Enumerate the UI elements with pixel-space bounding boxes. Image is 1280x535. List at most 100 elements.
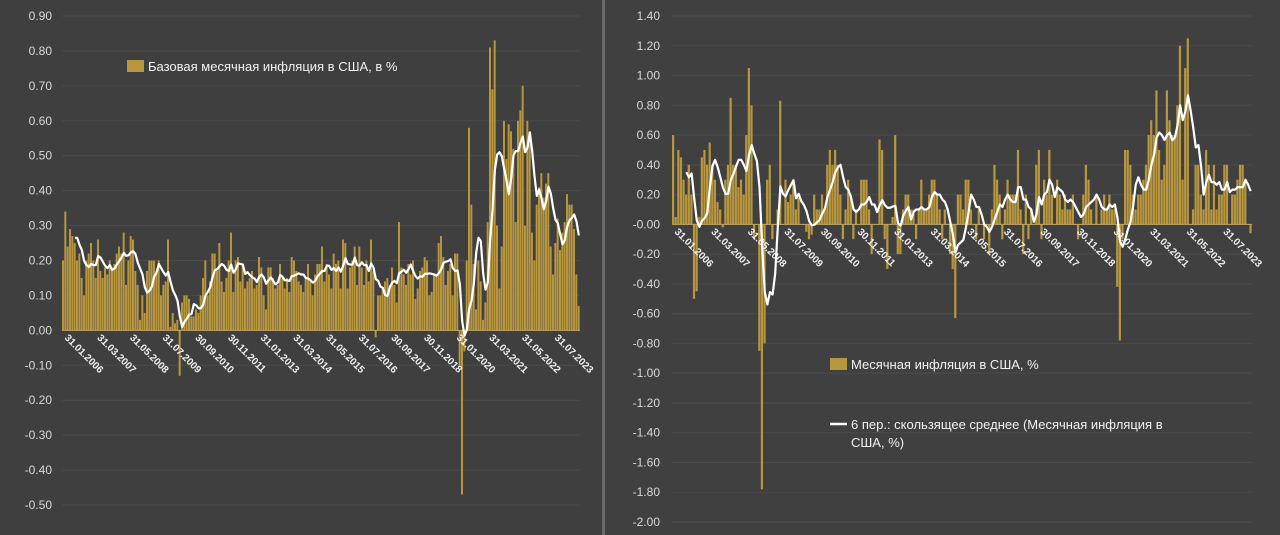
- bar: [400, 267, 403, 331]
- bar: [1210, 209, 1213, 225]
- bar: [328, 274, 330, 331]
- bar: [346, 288, 349, 331]
- bar: [129, 236, 132, 331]
- bar: [760, 224, 764, 490]
- bar: [458, 330, 461, 366]
- bar: [171, 312, 174, 331]
- bar: [332, 253, 335, 331]
- bar: [1027, 224, 1030, 240]
- bar: [339, 288, 342, 331]
- bar: [533, 260, 536, 331]
- bar: [391, 267, 393, 331]
- bar: [962, 209, 965, 225]
- bar: [500, 246, 503, 331]
- bar: [381, 288, 384, 331]
- bar: [959, 194, 962, 225]
- bar: [1212, 164, 1216, 225]
- bar: [314, 274, 316, 331]
- y-tick-label: -1.20: [633, 396, 661, 410]
- bar: [556, 218, 559, 331]
- bar: [288, 291, 291, 331]
- bar: [1218, 194, 1221, 225]
- bar: [479, 281, 482, 331]
- bar: [839, 194, 842, 225]
- bar: [386, 277, 389, 331]
- bar: [563, 222, 566, 331]
- bar: [716, 202, 719, 225]
- bar: [274, 288, 277, 331]
- bar: [1181, 179, 1184, 225]
- bar: [1194, 164, 1197, 225]
- bar: [1238, 164, 1242, 225]
- bar: [1168, 120, 1171, 225]
- core-inflation-chart: 0.90 0.80 0.70 0.60 0.50 0.40 0.30 0.20 0.10 0.00…: [0, 0, 602, 535]
- bar: [891, 216, 894, 225]
- bar: [514, 222, 517, 331]
- bar: [719, 209, 722, 225]
- bar: [883, 224, 886, 240]
- bar: [528, 131, 531, 331]
- bar: [283, 288, 286, 331]
- bar: [1233, 194, 1236, 225]
- bar: [899, 224, 902, 255]
- y-tick-label: -0.00: [633, 217, 661, 231]
- bar: [1157, 149, 1161, 225]
- bar: [1223, 164, 1226, 225]
- bar: [1024, 194, 1027, 225]
- bar: [379, 295, 382, 331]
- bar: [330, 288, 333, 331]
- bar: [1244, 179, 1247, 225]
- bar: [239, 281, 242, 331]
- bar: [97, 239, 99, 331]
- bar: [1225, 164, 1229, 225]
- bar: [374, 330, 377, 338]
- bar: [1118, 224, 1121, 341]
- bar: [797, 197, 800, 225]
- bar: [489, 47, 491, 331]
- bar: [216, 270, 218, 331]
- bar: [206, 295, 209, 331]
- bar: [526, 120, 529, 331]
- bar: [304, 277, 307, 331]
- y-tick-label: -0.80: [633, 336, 661, 350]
- bar: [227, 260, 230, 331]
- bar: [1040, 224, 1043, 240]
- bar: [679, 157, 683, 225]
- bar: [1009, 194, 1012, 225]
- bar: [192, 316, 195, 331]
- bar: [745, 135, 748, 225]
- bar: [302, 291, 305, 331]
- bar: [127, 260, 130, 331]
- bar: [99, 270, 102, 331]
- bar: [468, 127, 470, 331]
- bar: [118, 246, 120, 331]
- bar: [139, 319, 141, 331]
- bar: [998, 194, 1001, 225]
- y-tick-label: 0.70: [29, 79, 53, 93]
- bar: [1241, 164, 1244, 225]
- bar: [535, 204, 538, 331]
- bar: [176, 319, 179, 331]
- bar: [823, 209, 826, 225]
- bar: [377, 295, 379, 331]
- bar: [1058, 194, 1061, 225]
- bar: [540, 173, 543, 331]
- bar: [372, 270, 375, 331]
- bar: [1134, 209, 1137, 225]
- bar: [162, 284, 165, 331]
- bar: [241, 263, 244, 331]
- bar: [64, 211, 67, 331]
- bar: [519, 110, 522, 331]
- legend-bar-swatch: [830, 358, 847, 370]
- bar: [421, 267, 424, 331]
- bar: [1165, 90, 1169, 225]
- bar: [248, 277, 251, 331]
- bar: [690, 194, 693, 225]
- bar: [1066, 209, 1069, 225]
- bar: [297, 281, 300, 331]
- bar: [1095, 194, 1098, 225]
- bar: [1003, 209, 1007, 225]
- bar: [260, 267, 263, 331]
- bar: [771, 224, 774, 240]
- bar: [393, 284, 396, 331]
